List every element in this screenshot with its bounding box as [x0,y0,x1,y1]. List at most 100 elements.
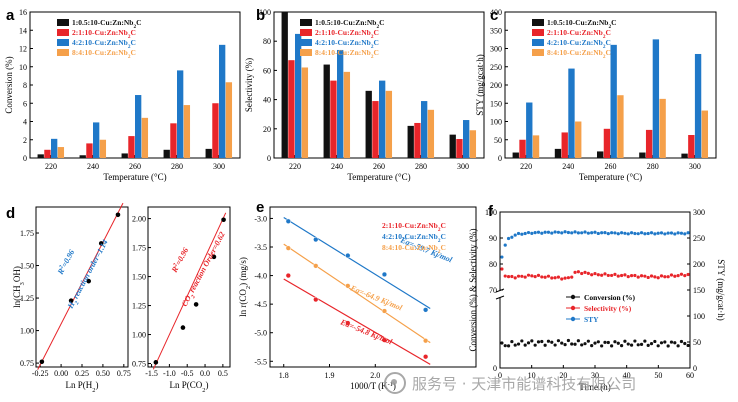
panel-f-point-red [629,274,634,278]
panel-a-ytick-label: 10 [19,63,27,72]
panel-d-2-xtick-label: -1.5 [145,369,158,378]
panel-d-1-xlabel: Ln P(H2) [66,380,99,394]
panel-d-2-point [221,217,226,223]
panel-f-point-black [613,340,617,344]
panel-a-xtick-label: 300 [213,162,225,171]
panel-c-ytick-label: 250 [490,63,502,72]
panel-f-point-blue [596,231,600,236]
panel-a-legend-label-part: 2:1:10-Cu:Zn: [72,28,118,37]
panel-c-bar-blue [610,44,617,158]
panel-f-point-red [560,277,564,281]
panel-f-point-black [676,344,680,348]
panel-f-point-black [646,343,650,348]
panel-f-point-black [576,339,580,343]
panel-f-point-blue [603,230,607,235]
panel-b-bar-orange [385,90,393,158]
panel-f-point-black [560,341,564,345]
panel-c-ytick-label: 0 [498,154,502,163]
panel-f-point-red [626,275,630,279]
panel-b-xlabel: Temperature (°C) [347,172,410,182]
panel-b-legend-label-part: 1:0.5:10-Cu:Zn: [315,18,367,27]
panel-a-ytick-label: 14 [19,26,27,35]
panel-e-point-red [285,272,291,279]
panel-a-conversion-chart: 0 2 4 6 8 10 12 14 16 220 240 260 280 300 Temperature … [4,8,241,182]
panel-f-point-black [533,343,537,347]
panel-e-point-orange [422,338,429,344]
panel-d-2-ytick-label: 0.75 [132,360,146,369]
panel-c-legend-label-part: 2 [603,54,606,60]
panel-b-bar-red [288,60,295,158]
panel-f-point-black [526,341,531,345]
panel-e-fit-red [283,278,431,365]
panel-e-legend-label-part: 2 [438,227,441,233]
panel-d-1-xtick-label: 0.25 [75,369,89,378]
panel-a-ytick-label: 12 [19,45,27,54]
panel-c-sty-chart: 0 50 100 150 200 250 300 350 400 220 240 260 280 300 T… [475,8,717,182]
panel-f-point-red [663,275,667,279]
panel-d-1-xtick-label: 0.50 [96,369,110,378]
panel-a-ytick-label: 8 [23,81,27,90]
panel-f-point-blue [506,236,511,241]
panel-d-2-annotation-r2-part: = [174,258,184,267]
panel-d-1-annotation-r2-part: R [55,266,66,276]
panel-c-bar-orange [659,98,666,158]
panel-f-point-black [566,338,571,343]
panel-f-point-blue [570,231,574,235]
panel-f-point-blue [530,231,534,235]
panel-b-bar-orange [427,109,435,158]
panel-b-bar-blue [463,120,470,158]
panel-a-bar-orange [99,139,107,158]
panel-f-point-black [666,344,670,348]
panel-a-xtick-label: 280 [171,162,183,171]
panel-f-point-blue [663,232,667,236]
panel-f-point-blue [679,231,684,235]
panel-f-axis-break-gap [496,291,504,297]
panel-f-point-blue [673,232,677,236]
panel-d-2-ytick-label: 2.00 [132,215,146,224]
panel-e-legend-label: 8:4:10-Cu:Zn:Nb2C [382,243,446,255]
panel-d-1-annotation-r2: R2=0.96 [55,248,76,277]
panel-f-point-red [573,270,577,274]
panel-a-legend-label: 4:2:10-Cu:Zn:Nb2C [72,38,136,50]
panel-d-1-ytick-label: 1.00 [20,327,34,336]
panel-a-legend-label-part: 2 [128,44,131,50]
panel-e-ytick-label: -4.0 [254,272,267,281]
panel-f-point-red [506,275,511,279]
panel-b-ytick-label: 100 [259,8,271,17]
panel-f-point-red [666,275,670,279]
panel-c-ytick-label: 150 [490,99,502,108]
panel-c-bar-blue [652,39,660,158]
panel-a-bar-black [205,148,212,158]
panel-f-point-blue [676,231,680,235]
panel-f-xtick-label: 30 [591,371,599,380]
panel-a-xtick-label: 240 [87,162,99,171]
panel-f-point-blue [646,231,650,236]
panel-c-ytick-label: 200 [490,81,502,90]
panel-letter-c: c [490,7,498,24]
panel-f-point-black [656,344,660,348]
panel-f-point-blue [573,230,577,234]
panel-c-ytick-label: 350 [490,26,502,35]
panel-f-point-red [530,274,534,278]
panel-c-bar-black [681,153,688,158]
panel-c-legend-label: 2:1:10-Cu:Zn:Nb2C [547,28,611,40]
panel-d-ylabel-part: ln( [12,298,22,308]
panel-f-point-blue [576,231,580,235]
panel-e-ytick-label: -5.0 [254,329,267,338]
panel-f-point-blue [550,231,554,235]
panel-a-legend-label-part: 2 [133,24,136,30]
panel-d-1-point [115,212,121,218]
panel-f-point-red [639,274,644,278]
panel-f-point-red [570,275,574,279]
panel-c-ytick-label: 300 [490,45,502,54]
panel-f-point-blue [620,231,624,235]
panel-b-bar-black [449,134,456,158]
panel-b-legend-swatch [300,29,312,36]
panel-f-point-red [513,276,517,280]
panel-letter-b: b [256,7,265,24]
panel-f-point-blue [623,231,627,235]
panel-d-1-annotation-r2-part: 2 [58,264,65,270]
panel-f-point-black [530,339,534,343]
panel-d-2-xtick-label: -1.0 [163,369,176,378]
panel-e-ylabel-part: 2 [245,286,252,289]
